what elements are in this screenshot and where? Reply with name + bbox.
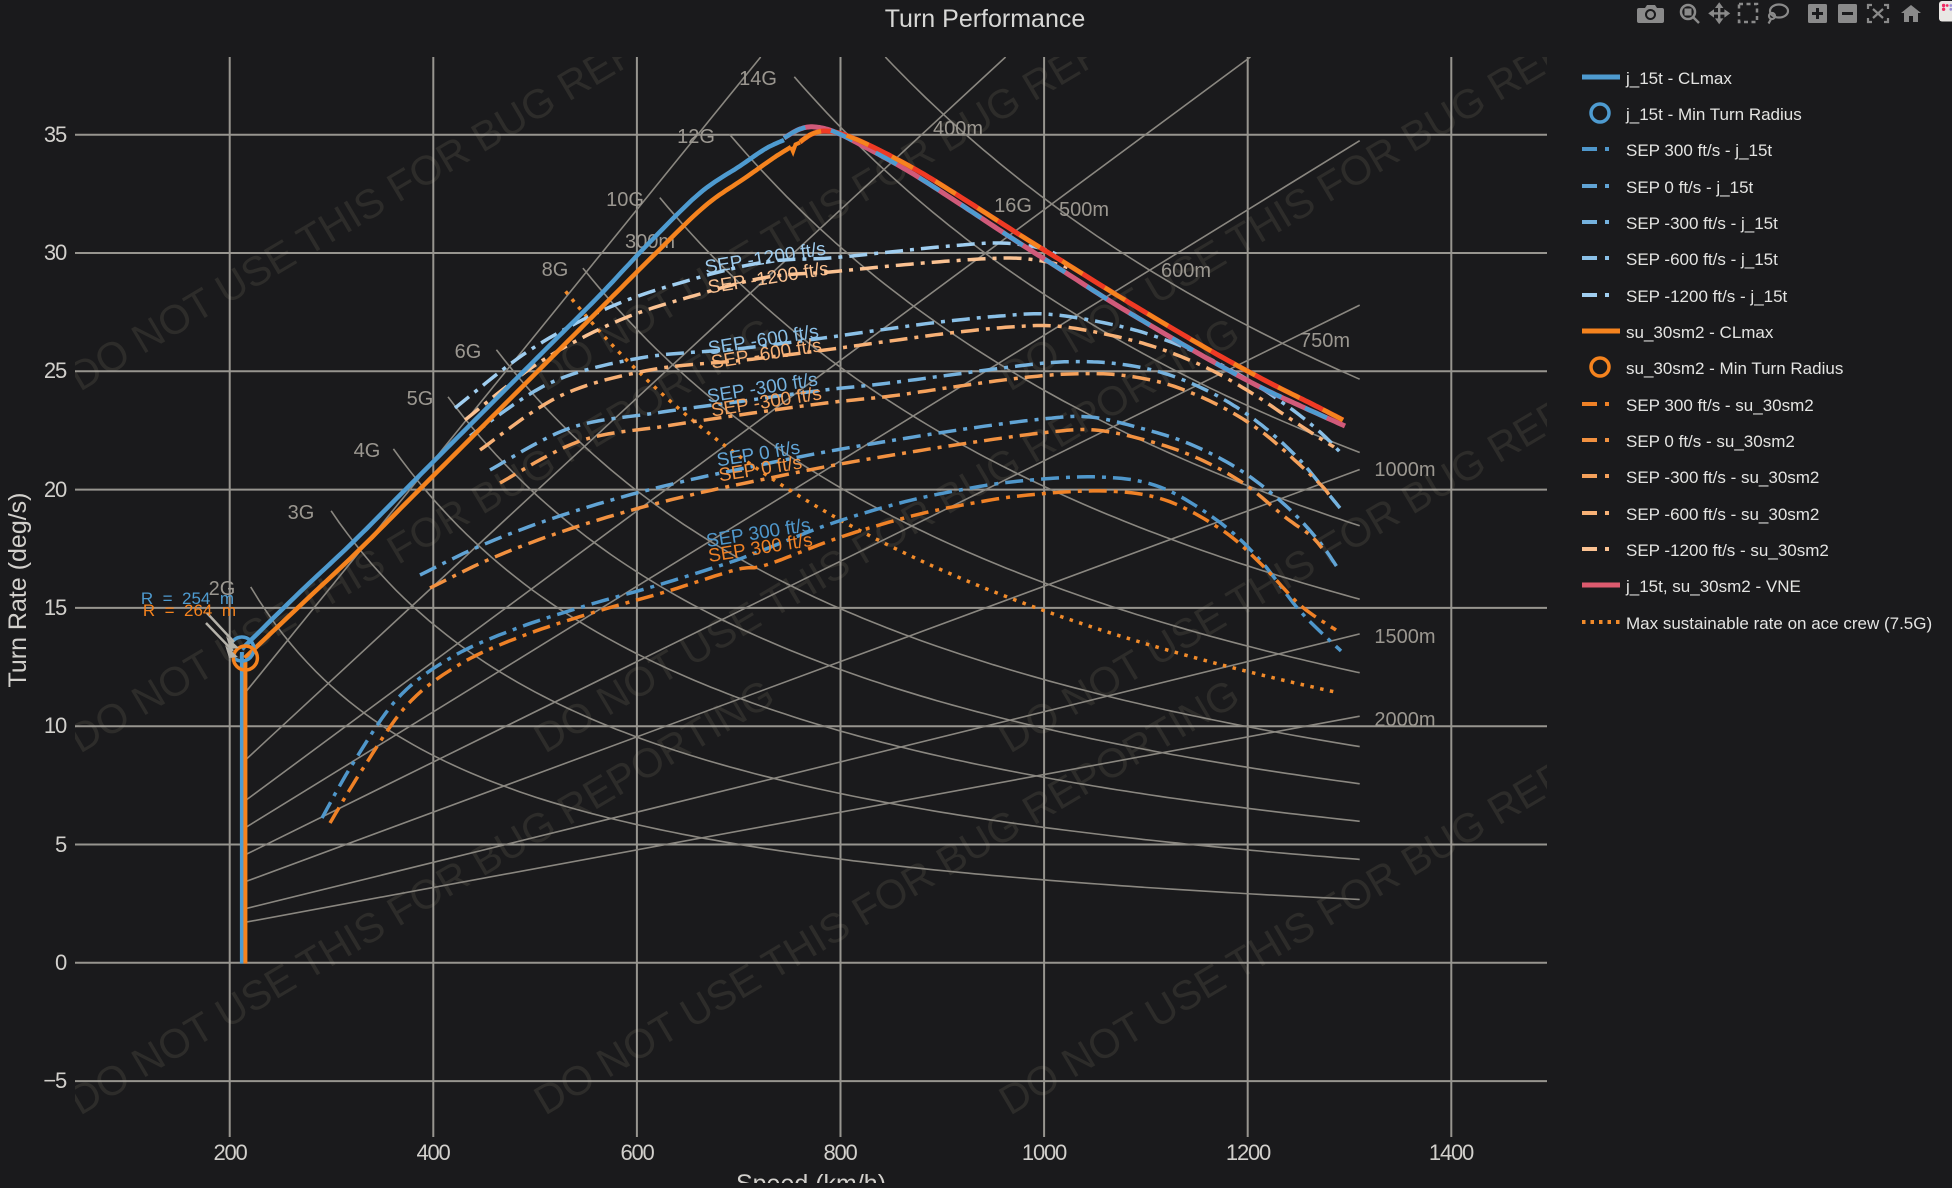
svg-text:400: 400 (416, 1140, 450, 1165)
svg-text:5G: 5G (407, 388, 434, 410)
svg-text:35: 35 (44, 122, 67, 147)
svg-text:3G: 3G (288, 502, 315, 524)
svg-text:500m: 500m (1059, 199, 1109, 221)
svg-text:4G: 4G (354, 440, 381, 462)
svg-text:14G: 14G (739, 68, 777, 90)
svg-text:400m: 400m (933, 118, 983, 140)
svg-text:SEP 0 ft/s - su_30sm2: SEP 0 ft/s - su_30sm2 (1626, 432, 1795, 451)
svg-text:750m: 750m (1300, 330, 1350, 352)
svg-text:20: 20 (44, 477, 67, 502)
svg-text:8G: 8G (542, 259, 569, 281)
svg-text:SEP 0 ft/s - j_15t: SEP 0 ft/s - j_15t (1626, 178, 1754, 197)
svg-text:2G: 2G (209, 578, 236, 600)
svg-text:5: 5 (55, 832, 67, 857)
svg-text:j_15t, su_30sm2 - VNE: j_15t, su_30sm2 - VNE (1625, 577, 1801, 596)
svg-text:6G: 6G (455, 341, 482, 363)
svg-text:SEP -300 ft/s - j_15t: SEP -300 ft/s - j_15t (1626, 214, 1778, 233)
svg-text:30: 30 (44, 240, 67, 265)
svg-text:SEP 300 ft/s - j_15t: SEP 300 ft/s - j_15t (1626, 141, 1772, 160)
svg-text:600: 600 (620, 1140, 654, 1165)
svg-text:1500m: 1500m (1374, 626, 1435, 648)
svg-text:Turn Performance: Turn Performance (885, 5, 1086, 33)
svg-text:16G: 16G (994, 195, 1032, 217)
svg-text:R = 264 m: R = 264 m (143, 601, 236, 620)
svg-text:1400: 1400 (1429, 1140, 1474, 1165)
svg-text:Speed (km/h): Speed (km/h) (736, 1170, 886, 1183)
svg-text:1200: 1200 (1226, 1140, 1271, 1165)
svg-text:10: 10 (44, 713, 67, 738)
svg-text:1000: 1000 (1022, 1140, 1067, 1165)
svg-text:SEP -300 ft/s - su_30sm2: SEP -300 ft/s - su_30sm2 (1626, 468, 1819, 487)
svg-text:Max sustainable rate on ace cr: Max sustainable rate on ace crew (7.5G) (1626, 614, 1932, 633)
svg-text:SEP -1200 ft/s - j_15t: SEP -1200 ft/s - j_15t (1626, 287, 1788, 306)
svg-text:200: 200 (213, 1140, 247, 1165)
svg-text:2000m: 2000m (1374, 709, 1435, 731)
svg-text:SEP -1200 ft/s - su_30sm2: SEP -1200 ft/s - su_30sm2 (1626, 541, 1829, 560)
svg-text:j_15t - CLmax: j_15t - CLmax (1625, 69, 1732, 88)
svg-text:su_30sm2 - CLmax: su_30sm2 - CLmax (1626, 323, 1774, 342)
svg-text:800: 800 (823, 1140, 857, 1165)
svg-text:SEP 300 ft/s - su_30sm2: SEP 300 ft/s - su_30sm2 (1626, 396, 1814, 415)
svg-text:15: 15 (44, 595, 67, 620)
svg-text:SEP -600 ft/s - j_15t: SEP -600 ft/s - j_15t (1626, 250, 1778, 269)
svg-text:j_15t - Min Turn Radius: j_15t - Min Turn Radius (1625, 105, 1802, 124)
svg-text:0: 0 (55, 950, 67, 975)
svg-text:−5: −5 (43, 1068, 67, 1093)
svg-text:10G: 10G (606, 189, 644, 211)
svg-text:1000m: 1000m (1374, 459, 1435, 481)
svg-text:25: 25 (44, 358, 67, 383)
svg-text:12G: 12G (677, 126, 715, 148)
svg-text:R = 254 m: R = 254 m (141, 589, 234, 608)
svg-text:Turn Rate (deg/s): Turn Rate (deg/s) (4, 493, 32, 688)
svg-text:600m: 600m (1161, 260, 1211, 282)
svg-text:su_30sm2 - Min Turn Radius: su_30sm2 - Min Turn Radius (1626, 359, 1843, 378)
svg-text:SEP -600 ft/s - su_30sm2: SEP -600 ft/s - su_30sm2 (1626, 505, 1819, 524)
